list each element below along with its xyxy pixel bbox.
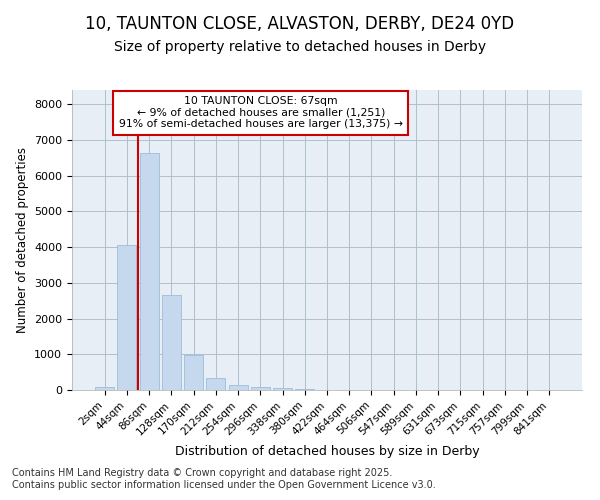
Y-axis label: Number of detached properties: Number of detached properties: [16, 147, 29, 333]
Bar: [273, 388, 292, 390]
Bar: [251, 387, 270, 390]
Bar: [162, 295, 181, 390]
Bar: [295, 389, 314, 390]
X-axis label: Distribution of detached houses by size in Derby: Distribution of detached houses by size …: [175, 445, 479, 458]
Text: Size of property relative to detached houses in Derby: Size of property relative to detached ho…: [114, 40, 486, 54]
Bar: [118, 246, 136, 390]
Text: 10, TAUNTON CLOSE, ALVASTON, DERBY, DE24 0YD: 10, TAUNTON CLOSE, ALVASTON, DERBY, DE24…: [85, 15, 515, 33]
Text: Contains HM Land Registry data © Crown copyright and database right 2025.
Contai: Contains HM Land Registry data © Crown c…: [12, 468, 436, 490]
Bar: [206, 378, 225, 390]
Bar: [140, 152, 158, 390]
Text: 10 TAUNTON CLOSE: 67sqm
← 9% of detached houses are smaller (1,251)
91% of semi-: 10 TAUNTON CLOSE: 67sqm ← 9% of detached…: [119, 96, 403, 129]
Bar: [95, 388, 114, 390]
Bar: [184, 356, 203, 390]
Bar: [229, 385, 248, 390]
